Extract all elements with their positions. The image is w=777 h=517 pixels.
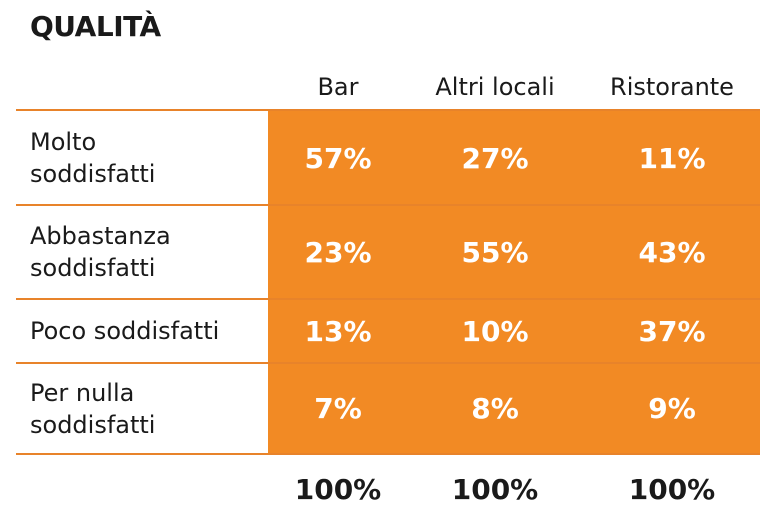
table-title: QUALITÀ xyxy=(30,10,161,43)
cell-poco-bar: 13% xyxy=(304,314,372,348)
row-separator-bottom xyxy=(16,453,760,455)
cell-per-nulla-ristorante: 9% xyxy=(648,392,696,425)
column-header-ristorante: Ristorante xyxy=(610,73,734,101)
column-header-altri-locali: Altri locali xyxy=(435,73,555,101)
cell-abbastanza-ristorante: 43% xyxy=(638,235,706,269)
cell-molto-bar: 57% xyxy=(304,141,372,175)
total-ristorante: 100% xyxy=(628,473,716,506)
cell-poco-ristorante: 37% xyxy=(638,314,706,348)
cell-per-nulla-bar: 7% xyxy=(314,392,362,425)
row-label-poco-soddisfatti: Poco soddisfatti xyxy=(30,300,219,362)
row-separator-3 xyxy=(16,362,760,364)
data-cells-background xyxy=(268,110,760,454)
column-header-bar: Bar xyxy=(317,73,359,101)
cell-per-nulla-altri-locali: 8% xyxy=(471,392,519,425)
row-label-line: soddisfatti xyxy=(30,160,156,188)
row-label-line: Abbastanza xyxy=(30,222,171,250)
row-separator-1 xyxy=(16,204,760,206)
row-label-line: Per nulla xyxy=(30,378,135,407)
row-separator-2 xyxy=(16,298,760,300)
cell-poco-altri-locali: 10% xyxy=(461,314,529,348)
row-label-molto-soddisfatti: Molto soddisfatti xyxy=(30,112,155,204)
cell-molto-altri-locali: 27% xyxy=(461,141,529,175)
cell-molto-ristorante: 11% xyxy=(638,141,706,175)
row-label-line: Molto xyxy=(30,128,97,156)
row-separator-top xyxy=(16,109,760,111)
total-bar: 100% xyxy=(294,473,382,506)
row-label-line: Poco soddisfatti xyxy=(30,317,220,345)
cell-abbastanza-altri-locali: 55% xyxy=(461,235,529,269)
total-altri-locali: 100% xyxy=(451,473,539,506)
row-label-per-nulla-soddisfatti: Per nulla soddisfatti xyxy=(30,364,155,453)
cell-abbastanza-bar: 23% xyxy=(304,235,372,269)
row-label-line: soddisfatti xyxy=(30,254,156,282)
row-label-line: soddisfatti xyxy=(30,410,156,439)
row-label-abbastanza-soddisfatti: Abbastanza soddisfatti xyxy=(30,206,171,298)
